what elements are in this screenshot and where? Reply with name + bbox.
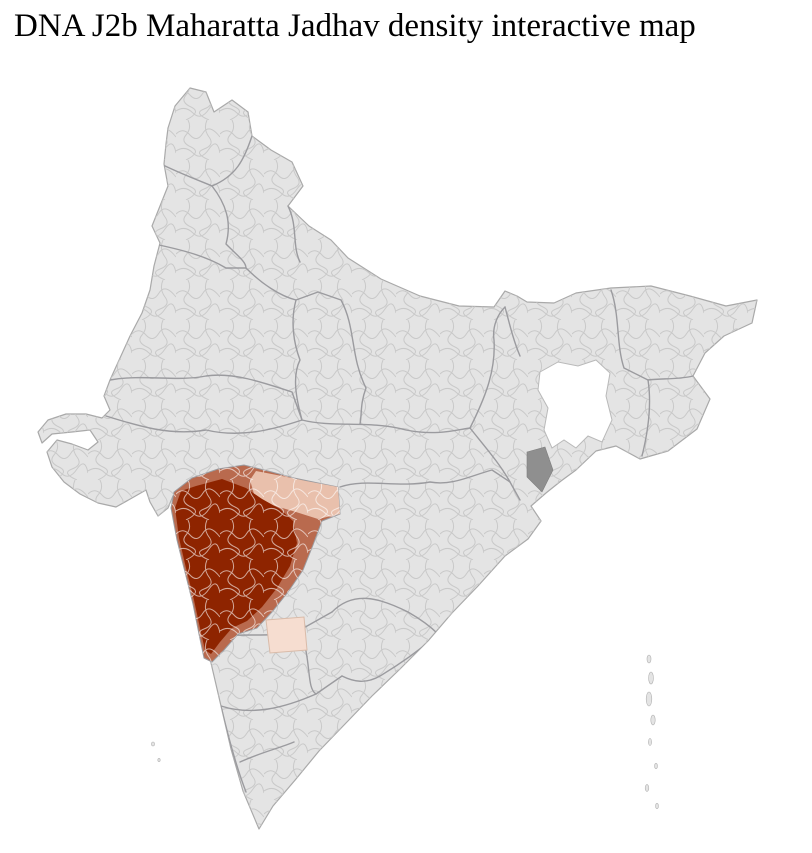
isolated-very-low-density-district[interactable] [265,616,308,654]
tripura-darker-region[interactable] [526,446,554,493]
lakshadweep-islands [151,741,161,762]
andaman-nicobar-islands [644,654,659,809]
state-borders [105,135,694,793]
bangladesh-gap [537,359,613,449]
district-borders-texture [38,88,757,829]
page-title: DNA J2b Maharatta Jadhav density interac… [14,8,696,44]
